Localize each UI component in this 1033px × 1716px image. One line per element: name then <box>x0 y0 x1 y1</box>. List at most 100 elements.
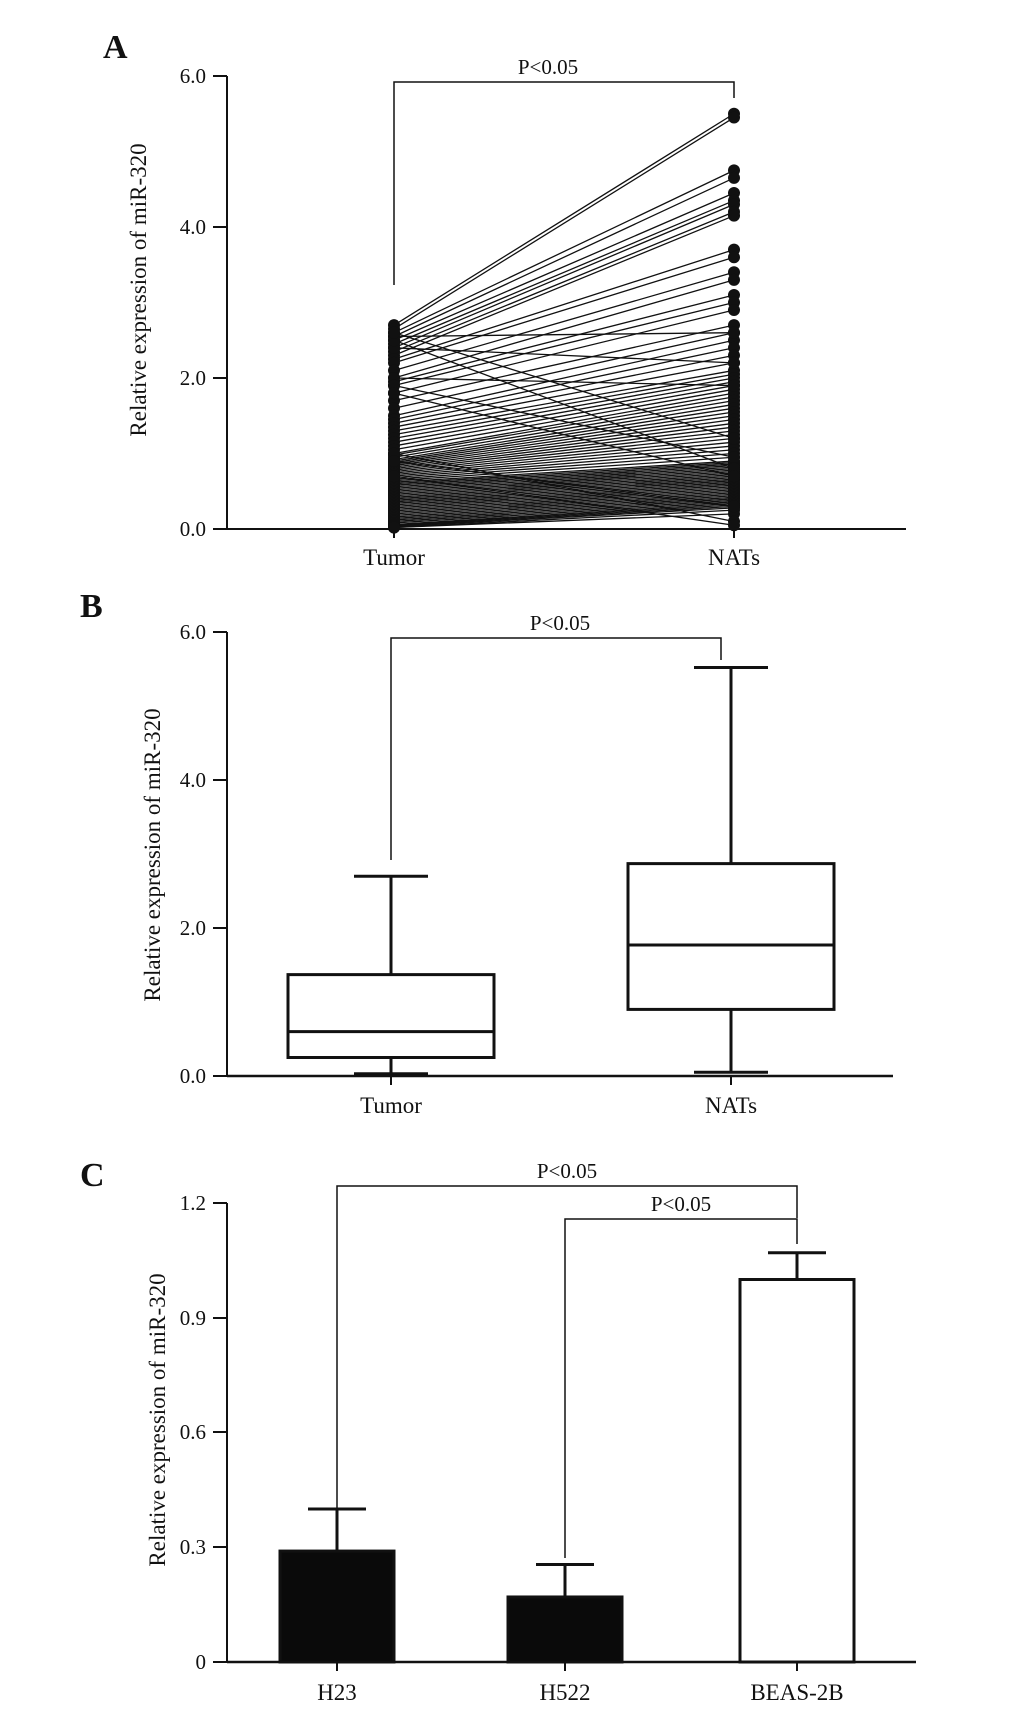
panel-b-boxes <box>286 666 836 1076</box>
pair-line <box>393 403 735 461</box>
panel-b-y-axis-label: Relative expression of miR-320 <box>140 708 165 1001</box>
pair-line <box>393 483 735 506</box>
panel-b: B Relative expression of miR-320 0.0 2.0… <box>80 588 893 1118</box>
pair-line <box>393 113 735 326</box>
pair-line <box>393 470 735 494</box>
panel-a-y-tick-label: 4.0 <box>180 215 206 239</box>
panel-c-y-tick-label: 0.6 <box>180 1420 206 1444</box>
pair-line <box>393 332 735 409</box>
panel-a-y-axis-label: Relative expression of miR-320 <box>126 143 151 436</box>
pair-line <box>393 492 735 515</box>
panel-c-y-tick-label: 0.9 <box>180 1306 206 1330</box>
pair-line <box>393 513 735 529</box>
pair-line <box>393 452 735 480</box>
pair-line <box>393 332 735 338</box>
panel-c-y-axis-label: Relative expression of miR-320 <box>145 1273 170 1566</box>
panel-b-letter: B <box>80 588 103 625</box>
nats-point <box>728 209 740 222</box>
panel-c-significance-label-inner: P<0.05 <box>651 1192 711 1216</box>
panel-c-significance-label-outer: P<0.05 <box>537 1159 597 1183</box>
pair-line <box>393 493 735 517</box>
panel-c-bars <box>278 1251 856 1664</box>
pair-line <box>393 301 735 387</box>
pair-line <box>393 377 735 440</box>
nats-point <box>728 273 740 286</box>
pair-line <box>393 475 735 526</box>
nats-point <box>728 251 740 264</box>
pair-line <box>393 384 735 458</box>
panel-c-y-tick-label: 0 <box>196 1650 207 1674</box>
tumor-point <box>388 470 400 483</box>
nats-point <box>728 304 740 317</box>
pair-line <box>393 426 735 470</box>
panel-c-x-tick-label: H23 <box>317 1680 357 1705</box>
iqr-box <box>626 862 836 1011</box>
pair-line <box>393 437 735 474</box>
pair-line <box>393 481 735 504</box>
pair-line <box>393 271 735 372</box>
pair-line <box>393 498 735 521</box>
pair-line <box>393 294 735 383</box>
panel-a-significance-bracket <box>393 81 735 285</box>
panel-a-y-tick-label: 0.0 <box>180 517 206 541</box>
pair-line <box>393 486 735 509</box>
pair-line <box>393 392 735 477</box>
pair-line <box>393 445 735 477</box>
pair-line <box>393 460 735 483</box>
pair-line <box>393 256 735 364</box>
panel-a-y-tick-label: 2.0 <box>180 366 206 390</box>
pair-line <box>393 452 735 523</box>
panel-a-significance-label: P<0.05 <box>518 55 578 79</box>
panel-a-pair-lines <box>393 113 735 529</box>
pair-line <box>393 324 735 402</box>
panel-a-y-tick-label: 6.0 <box>180 64 206 88</box>
panel-c-y-tick-label: 1.2 <box>180 1191 206 1215</box>
pair-line <box>393 499 735 523</box>
pair-line <box>393 484 735 507</box>
nats-point <box>728 500 740 513</box>
pair-line <box>393 381 735 443</box>
pair-line <box>393 456 735 482</box>
panel-c-letter: C <box>80 1157 105 1194</box>
pair-line <box>393 369 735 432</box>
panel-c: C Relative expression of miR-320 0 0.3 0… <box>80 1157 916 1705</box>
nats-point <box>728 451 740 464</box>
panel-c-x-tick-label: BEAS-2B <box>750 1680 843 1705</box>
panel-c-y-tick-label: 0.3 <box>180 1535 206 1559</box>
panel-b-y-tick-label: 4.0 <box>180 768 206 792</box>
pair-line <box>393 396 735 456</box>
pair-line <box>393 501 735 524</box>
pair-line <box>393 339 735 470</box>
pair-line <box>393 384 735 447</box>
pair-line <box>393 496 735 520</box>
pair-line <box>393 480 735 503</box>
panel-a-dots <box>388 107 740 534</box>
nats-point <box>728 432 740 445</box>
iqr-box <box>286 973 496 1059</box>
pair-line <box>393 392 735 455</box>
pair-line <box>393 249 735 360</box>
pair-line <box>393 377 735 387</box>
tumor-point <box>388 521 400 534</box>
pair-line <box>393 469 735 492</box>
panel-a-x-tick-label: Tumor <box>363 545 425 570</box>
panel-c-x-tick-label: H522 <box>539 1680 590 1705</box>
panel-b-y-tick-label: 6.0 <box>180 620 206 644</box>
pair-line <box>393 490 735 514</box>
pair-line <box>393 203 735 349</box>
pair-line <box>393 475 735 498</box>
pair-line <box>393 339 735 417</box>
pair-line <box>393 169 735 334</box>
nats-point <box>728 111 740 124</box>
pair-line <box>393 461 735 485</box>
pair-line <box>393 430 735 471</box>
nats-point <box>728 326 740 339</box>
panel-a-letter: A <box>103 29 128 66</box>
pair-line <box>393 473 735 497</box>
panel-b-x-tick-label: Tumor <box>360 1093 422 1118</box>
bar <box>738 1278 856 1664</box>
pair-line <box>393 463 735 486</box>
pair-line <box>393 487 735 511</box>
pair-line <box>393 422 735 468</box>
